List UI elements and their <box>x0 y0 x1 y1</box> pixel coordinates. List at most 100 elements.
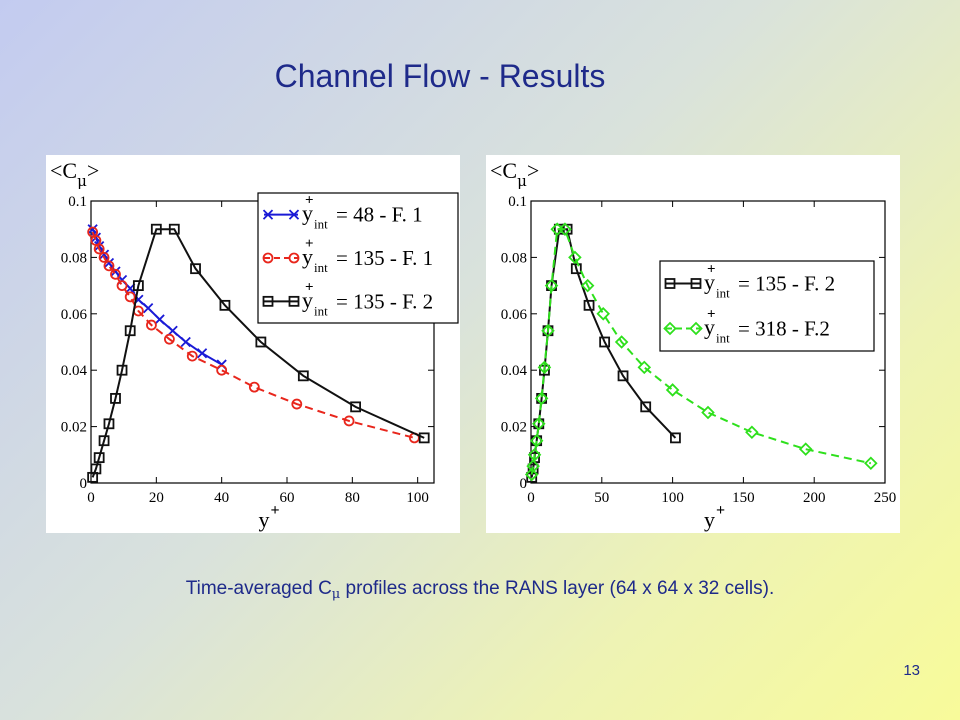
caption-text-end: profiles across the RANS layer (64 x 64 … <box>340 578 775 599</box>
data-point <box>534 391 549 406</box>
legend-label-plus: + <box>305 236 314 252</box>
chart-right: 0 0.02 0.04 0.06 0.08 0.1 0 50 100 150 200 250 <Cμ> y… <box>490 158 897 532</box>
data-point <box>544 278 559 293</box>
data-point <box>103 260 115 272</box>
series-0 <box>526 223 681 483</box>
series-1 <box>524 222 878 482</box>
legend-label-y: y <box>704 270 715 295</box>
legend-marker <box>288 295 300 307</box>
y-axis-label-main: <C <box>50 158 77 183</box>
x-axis-label: y <box>704 507 715 532</box>
series-0 <box>87 224 227 370</box>
caption-text-start: Time-averaged C <box>185 578 332 599</box>
legend-marker <box>288 252 300 264</box>
slide-caption: Time-averaged Cμ profiles across the RAN… <box>0 578 960 602</box>
data-point <box>745 425 759 440</box>
series-line <box>91 228 223 366</box>
y-tick-label: 0.08 <box>501 250 527 266</box>
y-tick-label: 0.06 <box>501 307 528 323</box>
legend-label-y: y <box>302 244 313 269</box>
legend-label-plus: + <box>707 262 716 278</box>
y-tick-label: 0.08 <box>61 250 87 266</box>
data-point <box>583 299 595 311</box>
y-tick-label: 0.02 <box>501 420 527 436</box>
y-tick-label: 0 <box>80 476 88 492</box>
data-point <box>116 280 128 292</box>
data-point <box>343 415 355 427</box>
data-point <box>350 401 362 413</box>
legend-label-plus: + <box>305 279 314 295</box>
data-point <box>527 448 542 462</box>
x-tick-label: 40 <box>214 490 229 506</box>
data-point <box>124 325 136 337</box>
x-tick-label: 20 <box>149 490 164 506</box>
legend-label-int: int <box>314 217 328 232</box>
x-tick-label: 50 <box>594 490 609 506</box>
data-point <box>526 459 540 473</box>
data-point <box>98 435 110 447</box>
data-point <box>570 263 582 275</box>
data-point <box>291 398 303 410</box>
series-line <box>91 228 425 478</box>
data-point <box>150 223 162 235</box>
legend-marker <box>262 295 274 307</box>
chart-left: 00.020.040.060.080.10 20 40 60 80 100<Cμ>y +y+… <box>50 158 459 532</box>
data-point <box>94 240 105 252</box>
data-point <box>599 336 611 348</box>
data-point <box>98 252 110 263</box>
data-point <box>418 432 430 444</box>
legend-marker <box>262 209 274 220</box>
y-axis-label: <Cμ> <box>490 158 539 190</box>
page-number: 13 <box>903 662 920 679</box>
x-tick-label: 60 <box>280 490 295 506</box>
x-tick-label: 250 <box>874 490 897 506</box>
data-point <box>670 432 681 444</box>
legend: y+int = 48 - F. 1y+int = 135 - F. 1y+int = … <box>257 192 459 324</box>
y-tick-label: 0.04 <box>501 363 528 379</box>
series-1 <box>87 226 420 444</box>
x-tick-label: 0 <box>87 490 95 506</box>
data-point <box>110 268 121 280</box>
legend-label-value: = 318 - F.2 <box>738 317 830 341</box>
legend-marker <box>262 252 274 264</box>
series-2 <box>87 223 430 483</box>
legend-label-int: int <box>716 286 730 301</box>
data-point <box>124 291 136 303</box>
legend-label-int: int <box>314 303 328 318</box>
data-point <box>103 418 115 430</box>
data-point <box>143 303 154 314</box>
data-point <box>637 360 652 375</box>
legend-label-plus: + <box>707 307 716 323</box>
data-point <box>255 336 267 348</box>
legend-label-y: y <box>302 201 313 226</box>
data-point <box>93 243 105 255</box>
data-point <box>248 381 260 393</box>
data-point <box>532 417 546 431</box>
y-tick-label: 0.04 <box>61 363 88 379</box>
legend-label-y: y <box>704 315 715 340</box>
y-tick-label: 0.1 <box>508 194 527 210</box>
x-axis-label-superscript: + <box>271 502 280 519</box>
data-point <box>864 456 878 471</box>
data-point <box>219 299 231 311</box>
caption-subscript: μ <box>331 587 341 602</box>
data-point <box>665 383 680 397</box>
data-point <box>154 314 165 325</box>
data-point <box>537 360 552 375</box>
legend-box <box>659 260 875 352</box>
y-tick-label: 0.06 <box>61 307 88 323</box>
legend-marker <box>689 321 703 336</box>
data-point <box>168 223 180 235</box>
data-point <box>93 452 105 464</box>
x-axis-label-superscript: + <box>716 502 725 519</box>
data-point <box>90 463 102 475</box>
legend-label-value: = 135 - F. 2 <box>336 289 433 313</box>
y-axis-label-close: > <box>527 158 539 183</box>
x-tick-label: 0 <box>527 490 535 506</box>
x-axis-label: y <box>259 507 270 532</box>
y-tick-label: 0.1 <box>68 194 87 210</box>
data-point <box>180 336 191 348</box>
y-axis-label-close: > <box>87 158 99 183</box>
chart-left-panel: 0 0.02 0.04 0.06 0.08 0.1 0 20 40 60 80 100 <Cμ> y + y +… <box>46 155 460 533</box>
data-point <box>558 222 572 236</box>
